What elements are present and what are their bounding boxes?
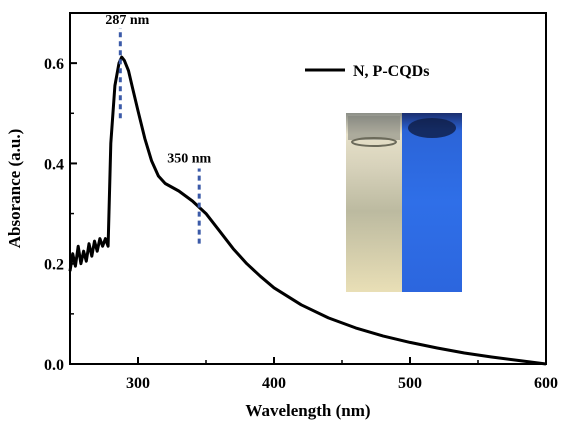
right-vial: [402, 113, 462, 292]
annotation-label-287: 287 nm: [105, 13, 149, 28]
x-tick-label: 600: [534, 375, 558, 392]
y-tick-label: 0.2: [44, 257, 64, 274]
y-axis-title: Absorance (a.u.): [5, 129, 24, 248]
vial-photo-inset: [346, 113, 462, 292]
left-vial-cap-region: [348, 116, 400, 140]
left-vial: [346, 113, 402, 292]
legend: N, P-CQDs: [305, 63, 429, 80]
annotation-label-350: 350 nm: [167, 151, 211, 166]
x-axis-title: Wavelength (nm): [245, 401, 370, 420]
x-tick-label: 500: [398, 375, 422, 392]
axis-ticks: [69, 12, 547, 365]
series-line-n-p-cqds: [68, 55, 547, 366]
x-tick-label: 300: [126, 375, 150, 392]
x-tick-label: 400: [262, 375, 286, 392]
axis-tick-labels: 300 400 500 600 0.0 0.2 0.4 0.6: [44, 56, 558, 392]
right-vial-top: [408, 118, 456, 138]
y-tick-label: 0.4: [44, 156, 64, 173]
y-tick-label: 0.0: [44, 357, 64, 374]
plot-frame: [69, 12, 547, 365]
y-tick-label: 0.6: [44, 56, 64, 73]
left-vial-meniscus: [351, 137, 397, 147]
legend-label: N, P-CQDs: [353, 63, 429, 80]
